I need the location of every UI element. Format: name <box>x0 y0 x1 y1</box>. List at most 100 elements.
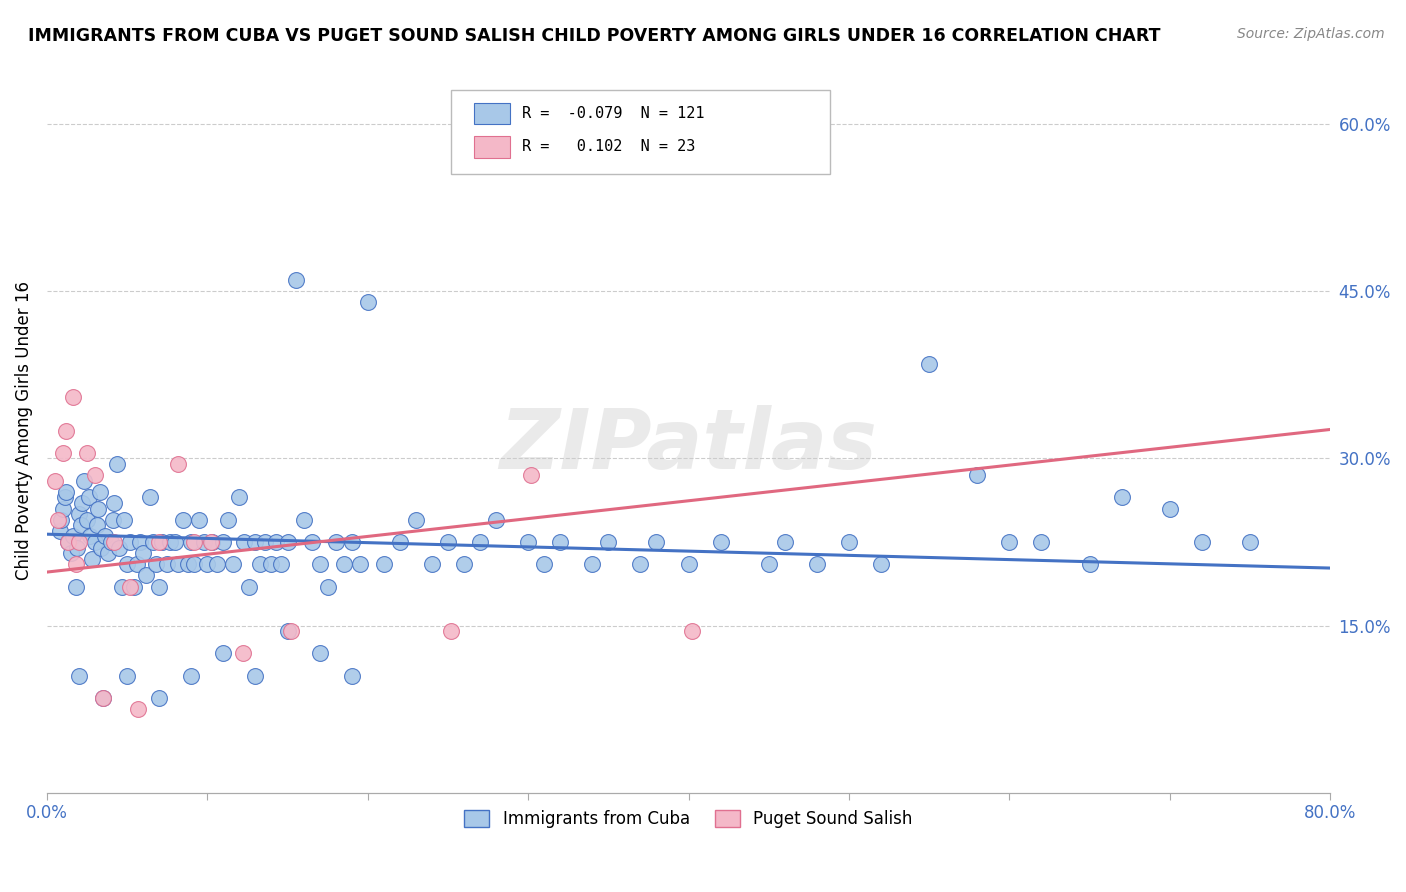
Point <box>276 624 298 639</box>
Point <box>1031 535 1053 549</box>
Point <box>107 457 129 471</box>
Point <box>437 535 460 549</box>
Point <box>485 513 508 527</box>
Point <box>284 273 307 287</box>
Point <box>388 535 411 549</box>
Point <box>100 535 122 549</box>
Point <box>86 518 108 533</box>
Point <box>145 558 167 572</box>
Point <box>66 541 89 555</box>
Point <box>101 513 124 527</box>
Point <box>870 558 893 572</box>
Point <box>65 580 87 594</box>
Point <box>440 624 463 639</box>
Point <box>193 535 215 549</box>
Point <box>84 468 107 483</box>
Text: IMMIGRANTS FROM CUBA VS PUGET SOUND SALISH CHILD POVERTY AMONG GIRLS UNDER 16 CO: IMMIGRANTS FROM CUBA VS PUGET SOUND SALI… <box>28 27 1160 45</box>
Point <box>55 484 77 499</box>
Point <box>167 457 190 471</box>
Point <box>80 551 103 566</box>
Text: R =   0.102  N = 23: R = 0.102 N = 23 <box>522 139 695 154</box>
Point <box>52 501 75 516</box>
Point <box>238 580 260 594</box>
Point <box>59 546 82 560</box>
Point <box>200 535 222 549</box>
Point <box>56 535 79 549</box>
Point <box>62 529 84 543</box>
Point <box>205 558 228 572</box>
Point <box>188 513 211 527</box>
Point <box>51 513 73 527</box>
Point <box>308 647 330 661</box>
Point <box>270 558 292 572</box>
Point <box>308 558 330 572</box>
Point <box>773 535 796 549</box>
Y-axis label: Child Poverty Among Girls Under 16: Child Poverty Among Girls Under 16 <box>15 281 32 580</box>
Point <box>201 535 224 549</box>
Point <box>77 491 100 505</box>
Point <box>212 647 235 661</box>
Point <box>125 558 148 572</box>
Point <box>340 535 363 549</box>
Point <box>165 535 187 549</box>
Point <box>998 535 1021 549</box>
Point <box>838 535 860 549</box>
Point <box>710 535 733 549</box>
Point <box>468 535 491 549</box>
Point <box>111 580 134 594</box>
Point <box>180 535 202 549</box>
Point <box>405 513 427 527</box>
Point <box>292 513 315 527</box>
Point <box>264 535 287 549</box>
Point <box>103 535 125 549</box>
Point <box>332 558 354 572</box>
Point <box>91 690 114 705</box>
Point <box>55 424 77 438</box>
Point <box>148 535 170 549</box>
Point <box>69 518 91 533</box>
Point <box>122 580 145 594</box>
Point <box>67 668 90 682</box>
Point <box>249 558 271 572</box>
Point <box>120 580 142 594</box>
Point <box>918 357 941 371</box>
Point <box>103 496 125 510</box>
Point <box>76 513 98 527</box>
Point <box>180 668 202 682</box>
Point <box>217 513 239 527</box>
Point <box>129 535 152 549</box>
Point <box>89 484 111 499</box>
Point <box>373 558 395 572</box>
Point <box>548 535 571 549</box>
Point <box>645 535 668 549</box>
Bar <box>474 103 510 124</box>
Point <box>325 535 347 549</box>
Point <box>148 690 170 705</box>
Point <box>301 535 323 549</box>
Point <box>228 491 250 505</box>
Point <box>90 541 112 555</box>
Point <box>67 535 90 549</box>
Point <box>142 535 165 549</box>
Point <box>115 558 138 572</box>
Point <box>678 558 700 572</box>
Point <box>232 647 254 661</box>
Point <box>420 558 443 572</box>
Point <box>52 446 75 460</box>
Point <box>195 558 218 572</box>
Point <box>138 491 160 505</box>
Point <box>84 535 107 549</box>
Point <box>97 546 120 560</box>
Point <box>172 513 194 527</box>
Point <box>276 535 298 549</box>
Point <box>453 558 475 572</box>
Point <box>108 541 131 555</box>
Point <box>177 558 200 572</box>
Point <box>254 535 277 549</box>
Point <box>245 535 267 549</box>
Point <box>159 535 181 549</box>
Point <box>46 513 69 527</box>
Point <box>115 668 138 682</box>
Point <box>112 513 135 527</box>
Point <box>1111 491 1133 505</box>
